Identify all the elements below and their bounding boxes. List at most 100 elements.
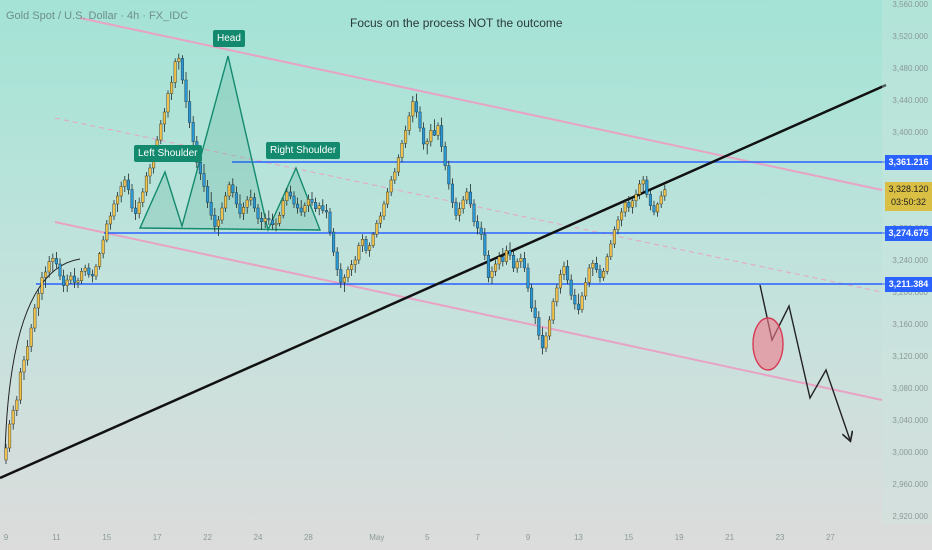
candle [126, 179, 130, 190]
candle [134, 207, 138, 214]
parabolic-curve [4, 258, 81, 456]
candle [447, 165, 451, 185]
candle [540, 335, 544, 349]
candle [310, 198, 314, 203]
price-tick-label: 3,160.000 [892, 320, 928, 329]
candle [609, 243, 613, 258]
current-price-tag: 3,328.120 03:50:32 [885, 182, 932, 211]
candle [62, 275, 66, 286]
candle [602, 271, 606, 278]
price-tick-label: 3,400.000 [892, 128, 928, 137]
candle [87, 267, 91, 275]
candle [353, 259, 357, 266]
candle [594, 263, 598, 270]
candle [454, 202, 458, 216]
candle [191, 122, 195, 142]
time-tick-label: 22 [203, 533, 212, 542]
time-tick-label: 13 [574, 533, 583, 542]
candle [548, 319, 552, 337]
candle [234, 192, 238, 205]
candle [11, 410, 15, 425]
time-tick-label: 9 [4, 533, 9, 542]
price-tick-label: 3,560.000 [892, 0, 928, 9]
candle [515, 261, 519, 269]
price-tick-label: 2,960.000 [892, 480, 928, 489]
candle [206, 186, 210, 203]
candle [616, 219, 620, 230]
candle [51, 258, 55, 262]
candle [364, 238, 368, 251]
candle [324, 210, 328, 213]
candle [83, 267, 87, 272]
candle [328, 211, 332, 233]
candle [519, 258, 523, 262]
time-tick-label: 9 [526, 533, 531, 542]
candle [263, 218, 267, 222]
price-tick-label: 3,520.000 [892, 32, 928, 41]
candle [188, 101, 192, 123]
candle [576, 303, 580, 310]
candle [551, 301, 555, 321]
candle [184, 79, 188, 102]
candle [299, 207, 303, 213]
candle [461, 199, 465, 210]
candle [238, 203, 242, 214]
candle [591, 263, 595, 269]
candle [170, 82, 174, 94]
channel-mid-line [54, 117, 883, 293]
candle [54, 258, 58, 265]
candle [108, 215, 112, 225]
channel-lower-line [54, 221, 883, 401]
candle [443, 146, 447, 166]
candle [40, 277, 44, 294]
candle [220, 207, 224, 221]
candle [414, 101, 418, 113]
candle [4, 447, 8, 461]
candle [573, 295, 577, 305]
price-tick-label: 3,440.000 [892, 96, 928, 105]
left-shoulder-label: Left Shoulder [134, 145, 202, 162]
candle [144, 175, 148, 193]
candle [375, 222, 379, 235]
candle [285, 191, 289, 202]
candle [533, 307, 537, 318]
candle [580, 295, 584, 310]
candle [242, 206, 246, 214]
candle [270, 219, 274, 226]
candle [58, 263, 62, 277]
candle [638, 183, 642, 195]
candle [436, 125, 440, 136]
candle [216, 219, 220, 227]
candle [26, 346, 30, 361]
candle [76, 280, 80, 283]
candle [148, 167, 152, 177]
candle [44, 271, 48, 278]
candle [317, 205, 321, 210]
candle [80, 271, 84, 282]
candle [558, 274, 562, 289]
candle [620, 211, 624, 221]
candle [587, 267, 591, 283]
candle [663, 189, 667, 197]
candle [94, 266, 98, 277]
level-tag-3211: 3,211.384 [885, 277, 932, 292]
price-axis-bg [882, 0, 932, 524]
candle [450, 183, 454, 203]
candle [537, 317, 541, 336]
candle [267, 218, 271, 221]
candle [490, 271, 494, 278]
time-tick-label: 15 [624, 533, 633, 542]
candle [141, 191, 145, 203]
price-tick-label: 3,480.000 [892, 64, 928, 73]
candle [407, 115, 411, 131]
candle [180, 58, 184, 81]
candle [130, 189, 134, 209]
price-tick-label: 3,200.000 [892, 288, 928, 297]
time-tick-label: 17 [153, 533, 162, 542]
candle [393, 171, 397, 181]
candle [357, 245, 361, 261]
time-tick-label: 5 [425, 533, 430, 542]
candle [569, 279, 573, 296]
